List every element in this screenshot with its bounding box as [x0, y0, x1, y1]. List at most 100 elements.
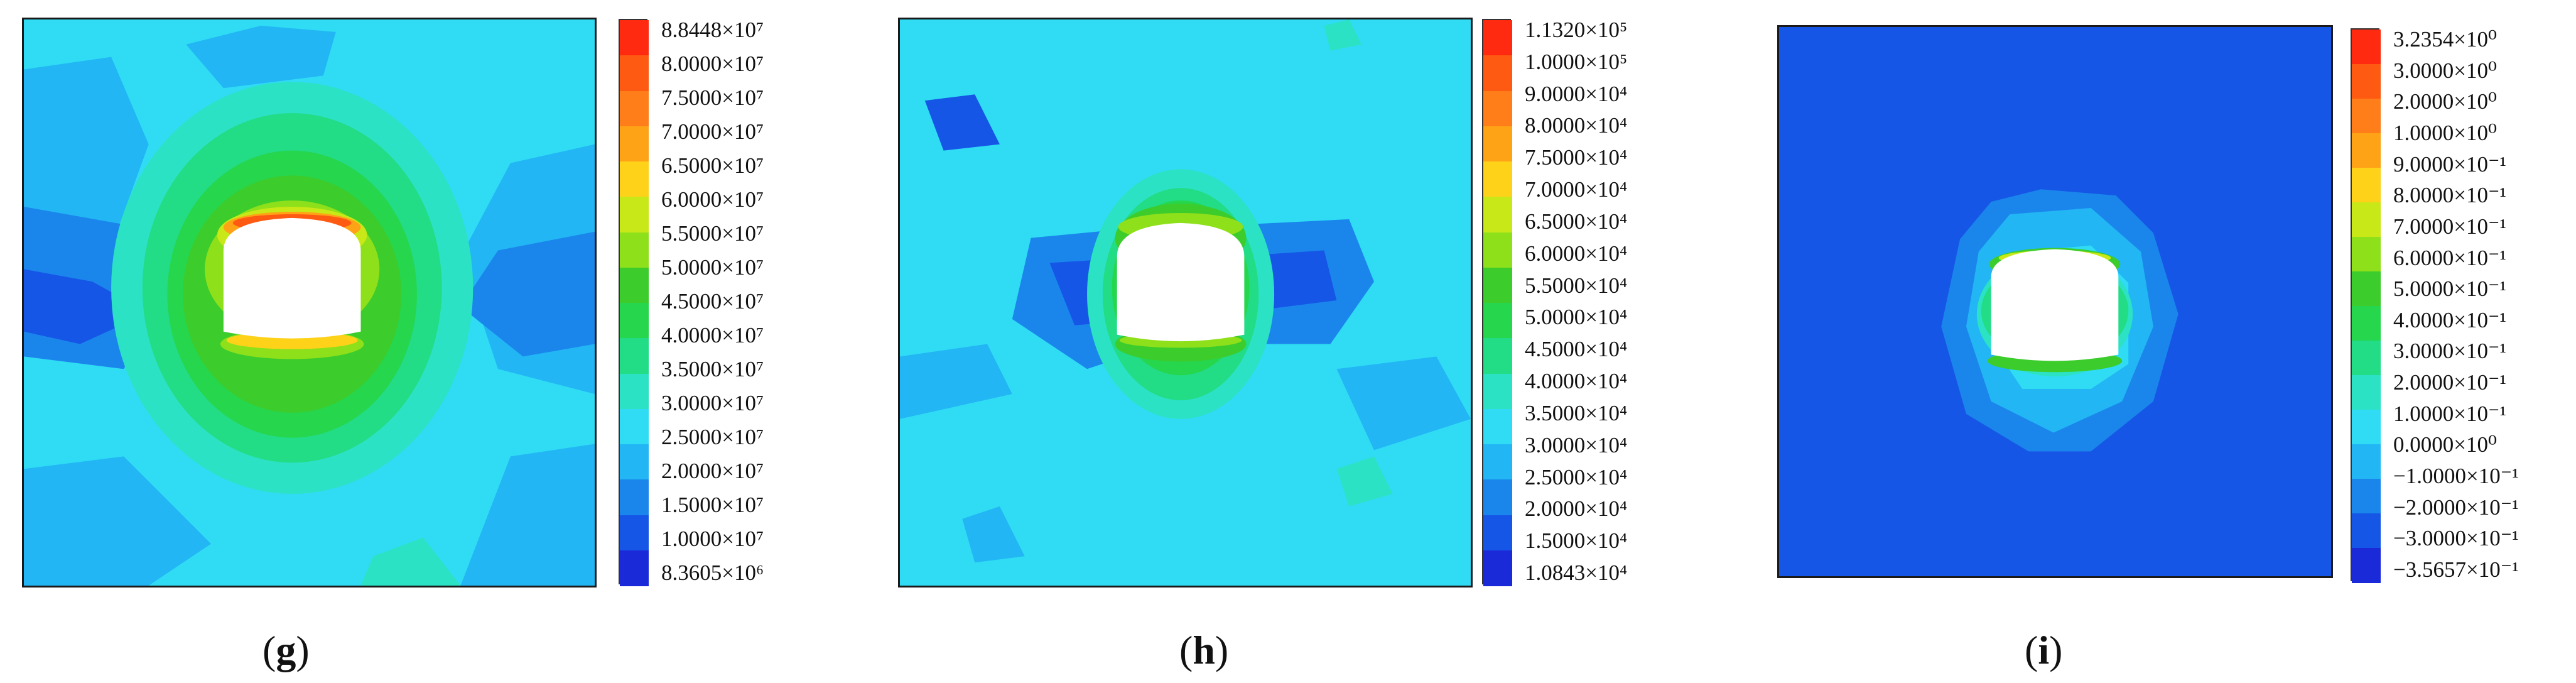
- colorbar-swatch: [1483, 267, 1512, 303]
- colorbar-swatch: [620, 267, 649, 303]
- colorbar-i: [2351, 28, 2381, 583]
- colorbar-swatch: [2352, 168, 2381, 203]
- contour-field-g: [24, 19, 595, 586]
- colorbar-tick-label: 7.0000×10⁴: [1525, 177, 1628, 202]
- colorbar-tick-label: 1.5000×10⁴: [1525, 528, 1628, 554]
- colorbar-tick-label: 8.0000×10⁻¹: [2393, 183, 2506, 208]
- colorbar-tick-label: 1.0000×10⁻¹: [2393, 401, 2506, 426]
- colorbar-swatch: [2352, 479, 2381, 514]
- colorbar-swatch: [2352, 237, 2381, 272]
- colorbar-swatch: [1483, 338, 1512, 374]
- caption-g: (g): [262, 628, 310, 672]
- colorbar-tick-label: 3.0000×10⁻¹: [2393, 339, 2506, 364]
- colorbar-swatch: [2352, 99, 2381, 134]
- colorbar-tick-label: −1.0000×10⁻¹: [2393, 464, 2519, 489]
- colorbar-tick-label: 1.0843×10⁴: [1525, 560, 1628, 585]
- colorbar-tick-label: 6.0000×10⁻¹: [2393, 245, 2506, 270]
- contour-plot-g: [22, 18, 597, 587]
- colorbar-tick-label: 5.5000×10⁷: [661, 221, 764, 246]
- colorbar-swatch: [1483, 444, 1512, 481]
- caption-i: (i): [2025, 628, 2063, 672]
- colorbar-tick-label: 4.5000×10⁷: [661, 289, 764, 314]
- colorbar-swatch: [620, 373, 649, 410]
- contour-plot-i: [1777, 25, 2333, 578]
- colorbar-tick-label: 3.5000×10⁷: [661, 357, 764, 381]
- colorbar-h: [1482, 19, 1512, 586]
- colorbar-tick-label: 6.0000×10⁷: [661, 187, 764, 212]
- colorbar-swatch: [2352, 306, 2381, 341]
- colorbar-tick-label: 2.0000×10⁴: [1525, 496, 1628, 522]
- colorbar-swatch: [1483, 232, 1512, 268]
- colorbar-tick-label: 8.0000×10⁴: [1525, 113, 1628, 138]
- colorbar-swatch: [1483, 161, 1512, 198]
- colorbar-tick-label: 6.0000×10⁴: [1525, 241, 1628, 266]
- colorbar-swatch: [620, 338, 649, 374]
- colorbar-tick-label: 8.0000×10⁷: [661, 52, 764, 76]
- colorbar-tick-label: 6.5000×10⁷: [661, 153, 764, 178]
- colorbar-tick-label: 4.0000×10⁻¹: [2393, 307, 2506, 332]
- colorbar-tick-label: 3.5000×10⁴: [1525, 400, 1628, 425]
- colorbar-swatch: [2352, 513, 2381, 549]
- contour-field-i: [1779, 27, 2331, 576]
- caption-h: (h): [1179, 628, 1229, 672]
- colorbar-swatch: [2352, 341, 2381, 376]
- colorbar-swatch: [620, 232, 649, 268]
- colorbar-tick-label: 8.3605×10⁶: [661, 560, 764, 585]
- panel-i: 3.2354×10⁰ 3.0000×10⁰ 2.0000×10⁰ 1.0000×10⁰…: [1721, 0, 2576, 683]
- colorbar-swatch: [1483, 515, 1512, 551]
- colorbar-swatch: [620, 408, 649, 445]
- colorbar-tick-label: 5.0000×10⁴: [1525, 305, 1628, 330]
- colorbar-tick-label: 1.0000×10⁰: [2393, 120, 2498, 145]
- colorbar-swatch: [1483, 303, 1512, 339]
- colorbar-swatch: [2352, 271, 2381, 307]
- colorbar-tick-label: 3.0000×10⁴: [1525, 432, 1628, 457]
- colorbar-tick-label: 8.8448×10⁷: [661, 18, 764, 42]
- colorbar-tick-label: −3.0000×10⁻¹: [2393, 526, 2519, 551]
- colorbar-legend-i: 3.2354×10⁰ 3.0000×10⁰ 2.0000×10⁰ 1.0000×10⁰…: [2351, 27, 2576, 583]
- colorbar-tick-label: 2.0000×10⁷: [661, 459, 764, 483]
- colorbar-swatch: [620, 126, 649, 162]
- colorbar-swatch: [1483, 126, 1512, 162]
- colorbar-swatch: [2352, 30, 2381, 65]
- colorbar-tick-label: 2.5000×10⁴: [1525, 464, 1628, 489]
- colorbar-swatch: [2352, 548, 2381, 583]
- colorbar-tick-label: 4.0000×10⁷: [661, 323, 764, 347]
- colorbar-tick-label: 7.0000×10⁻¹: [2393, 214, 2506, 239]
- colorbar-legend-g: 8.8448×10⁷ 8.0000×10⁷ 7.5000×10⁷ 7.0000×10⁷…: [619, 18, 857, 586]
- colorbar-tick-label: 7.5000×10⁷: [661, 85, 764, 110]
- colorbar-swatch: [1483, 197, 1512, 233]
- colorbar-swatch: [620, 20, 649, 57]
- colorbar-swatch: [620, 444, 649, 481]
- colorbar-swatch: [620, 90, 649, 127]
- colorbar-swatch: [1483, 479, 1512, 516]
- colorbar-swatch: [1483, 20, 1512, 57]
- contour-plot-h: [898, 18, 1473, 587]
- colorbar-swatch: [2352, 202, 2381, 238]
- colorbar-swatch: [620, 550, 649, 586]
- colorbar-tick-label: 5.0000×10⁻¹: [2393, 276, 2506, 302]
- colorbar-swatch: [620, 479, 649, 516]
- colorbar-swatch: [1483, 408, 1512, 445]
- colorbar-swatch: [2352, 444, 2381, 479]
- colorbar-tick-label: 2.0000×10⁻¹: [2393, 370, 2506, 395]
- colorbar-tick-label: 5.0000×10⁷: [661, 255, 764, 280]
- colorbar-swatch: [2352, 375, 2381, 410]
- colorbar-tick-label: 9.0000×10⁻¹: [2393, 151, 2506, 177]
- colorbar-legend-h: 1.1320×10⁵ 1.0000×10⁵ 9.0000×10⁴ 8.0000×10⁴…: [1482, 19, 1718, 586]
- colorbar-tick-label: −2.0000×10⁻¹: [2393, 494, 2519, 520]
- colorbar-tick-label: 9.0000×10⁴: [1525, 81, 1628, 106]
- colorbar-swatch: [2352, 133, 2381, 168]
- colorbar-tick-label: 2.5000×10⁷: [661, 425, 764, 449]
- colorbar-swatch: [620, 303, 649, 339]
- colorbar-tick-label: 7.5000×10⁴: [1525, 145, 1628, 170]
- colorbar-swatch: [620, 161, 649, 198]
- colorbar-swatch: [620, 55, 649, 92]
- colorbar-tick-label: 3.2354×10⁰: [2393, 27, 2498, 52]
- colorbar-swatch: [620, 197, 649, 233]
- panel-h: 1.1320×10⁵ 1.0000×10⁵ 9.0000×10⁴ 8.0000×10⁴…: [860, 0, 1721, 683]
- colorbar-swatch: [2352, 410, 2381, 445]
- colorbar-g: [619, 19, 649, 586]
- colorbar-swatch: [1483, 90, 1512, 127]
- panel-g: 8.8448×10⁷ 8.0000×10⁷ 7.5000×10⁷ 7.0000×10⁷…: [0, 0, 860, 683]
- colorbar-tick-label: −3.5657×10⁻¹: [2393, 557, 2519, 582]
